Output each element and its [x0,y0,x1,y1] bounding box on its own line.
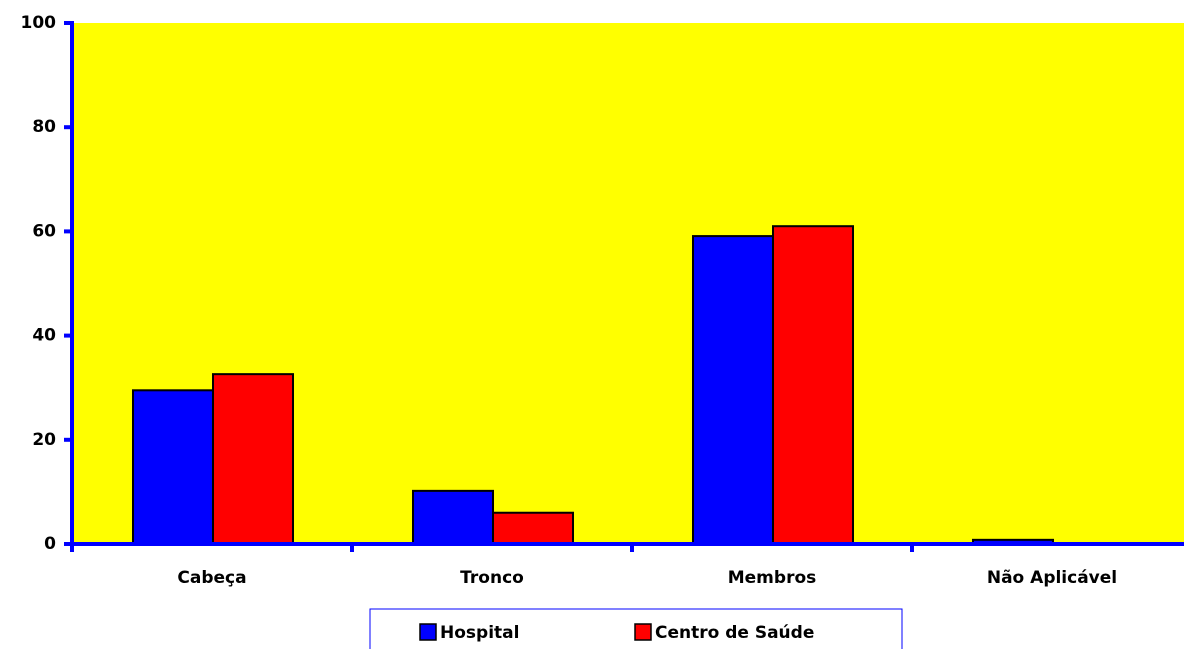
bar [492,511,574,545]
y-tick-label: 40 [32,326,56,346]
bar [212,373,294,545]
legend-label: Centro de Saúde [655,623,814,643]
x-tick-label: Cabeça [177,568,246,588]
x-tick-label: Tronco [460,568,524,588]
y-tick-label: 60 [32,221,56,241]
legend-swatch [419,623,437,641]
y-tick-label: 100 [21,13,57,33]
bar [412,489,494,545]
x-tick-label: Membros [728,568,817,588]
bar [132,389,214,545]
x-tick-label: Não Aplicável [987,568,1117,588]
bar [772,225,854,545]
bar [692,235,774,546]
y-tick-label: 0 [44,534,56,554]
legend-label: Hospital [440,623,519,643]
y-tick-label: 80 [32,117,56,137]
legend-swatch [634,623,652,641]
y-tick-label: 20 [32,430,56,450]
